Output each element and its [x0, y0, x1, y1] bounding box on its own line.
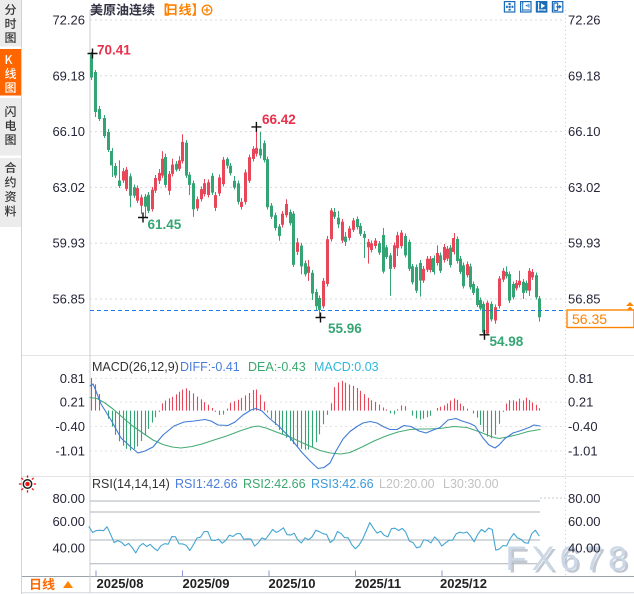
svg-text:-0.40: -0.40 — [568, 419, 598, 434]
svg-text:66.10: 66.10 — [568, 124, 601, 139]
svg-text:56.85: 56.85 — [52, 292, 85, 307]
svg-text:80.00: 80.00 — [52, 491, 85, 506]
svg-text:-1.01: -1.01 — [568, 444, 598, 459]
svg-text:59.93: 59.93 — [52, 236, 85, 251]
svg-text:40.00: 40.00 — [568, 541, 601, 556]
svg-text:MACD(26,12,9): MACD(26,12,9) — [92, 360, 179, 374]
svg-text:-1.01: -1.01 — [55, 444, 85, 459]
svg-text:2025/10: 2025/10 — [269, 576, 316, 591]
svg-text:40.00: 40.00 — [52, 541, 85, 556]
svg-text:RSI2:42.66: RSI2:42.66 — [243, 477, 306, 491]
svg-text:RSI1:42.66: RSI1:42.66 — [175, 477, 238, 491]
svg-text:MACD:0.03: MACD:0.03 — [314, 360, 379, 374]
svg-text:66.10: 66.10 — [52, 124, 85, 139]
svg-text:72.26: 72.26 — [52, 13, 85, 28]
svg-text:63.02: 63.02 — [568, 180, 601, 195]
svg-text:70.41: 70.41 — [97, 43, 131, 58]
svg-text:66.42: 66.42 — [262, 112, 296, 127]
svg-text:DIFF:-0.41: DIFF:-0.41 — [180, 360, 240, 374]
svg-text:2025/12: 2025/12 — [440, 576, 487, 591]
svg-text:0.81: 0.81 — [568, 371, 593, 386]
svg-text:2025/11: 2025/11 — [355, 576, 401, 591]
svg-text:56.35: 56.35 — [572, 311, 607, 327]
svg-text:56.85: 56.85 — [568, 292, 601, 307]
svg-text:69.18: 69.18 — [568, 68, 601, 83]
svg-text:0.21: 0.21 — [60, 395, 85, 410]
svg-text:-0.40: -0.40 — [55, 419, 85, 434]
svg-text:FX678: FX678 — [506, 540, 633, 578]
svg-text:59.93: 59.93 — [568, 236, 601, 251]
svg-text:69.18: 69.18 — [52, 68, 85, 83]
svg-text:0.81: 0.81 — [60, 371, 85, 386]
svg-text:60.00: 60.00 — [568, 514, 601, 529]
svg-text:RSI3:42.66: RSI3:42.66 — [311, 477, 374, 491]
svg-text:60.00: 60.00 — [52, 514, 85, 529]
svg-text:2025/09: 2025/09 — [183, 576, 230, 591]
svg-text:L30:30.00: L30:30.00 — [443, 477, 499, 491]
svg-text:DEA:-0.43: DEA:-0.43 — [248, 360, 306, 374]
svg-text:54.98: 54.98 — [490, 334, 524, 349]
svg-text:72.26: 72.26 — [568, 13, 601, 28]
svg-text:0.21: 0.21 — [568, 395, 593, 410]
svg-text:L20:20.00: L20:20.00 — [379, 477, 435, 491]
svg-text:61.45: 61.45 — [148, 217, 182, 232]
svg-text:63.02: 63.02 — [52, 180, 85, 195]
svg-text:80.00: 80.00 — [568, 491, 601, 506]
svg-text:55.96: 55.96 — [328, 321, 362, 336]
svg-text:RSI(14,14,14): RSI(14,14,14) — [92, 477, 170, 491]
svg-text:FX678: FX678 — [508, 543, 634, 581]
svg-text:2025/08: 2025/08 — [97, 576, 144, 591]
